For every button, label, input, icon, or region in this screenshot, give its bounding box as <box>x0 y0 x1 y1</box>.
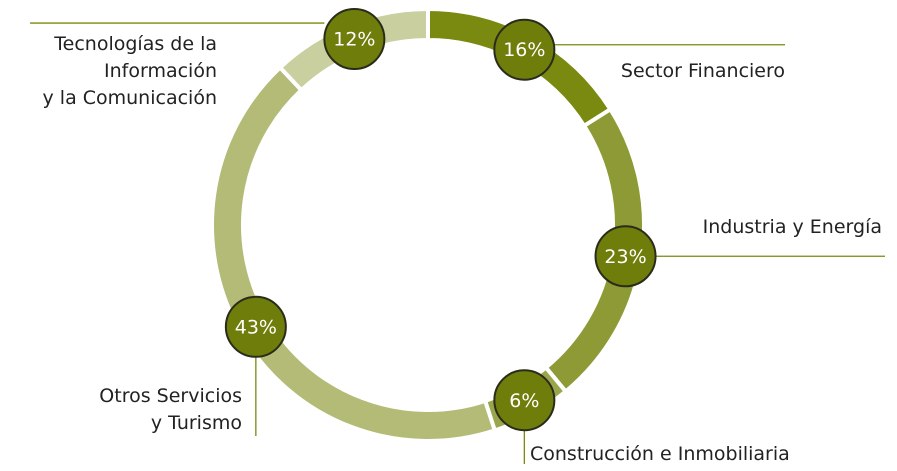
category-label: Industria y Energía <box>702 216 882 238</box>
category-label: Otros Servicios y Turismo <box>99 385 242 434</box>
value-label: 23% <box>604 246 646 268</box>
category-label: Tecnologías de la Información y la Comun… <box>42 33 218 109</box>
category-label: Construcción e Inmobiliaria <box>530 443 790 465</box>
value-badge <box>323 8 386 71</box>
value-badge <box>594 225 657 288</box>
value-label: 43% <box>235 316 277 338</box>
value-label: 16% <box>503 39 545 61</box>
value-label: 12% <box>333 29 375 51</box>
value-badge <box>493 18 556 81</box>
value-label: 6% <box>509 390 539 412</box>
value-badge <box>224 295 287 358</box>
donut-segment <box>210 64 498 443</box>
value-badge <box>493 369 556 432</box>
category-label: Sector Financiero <box>620 60 785 82</box>
